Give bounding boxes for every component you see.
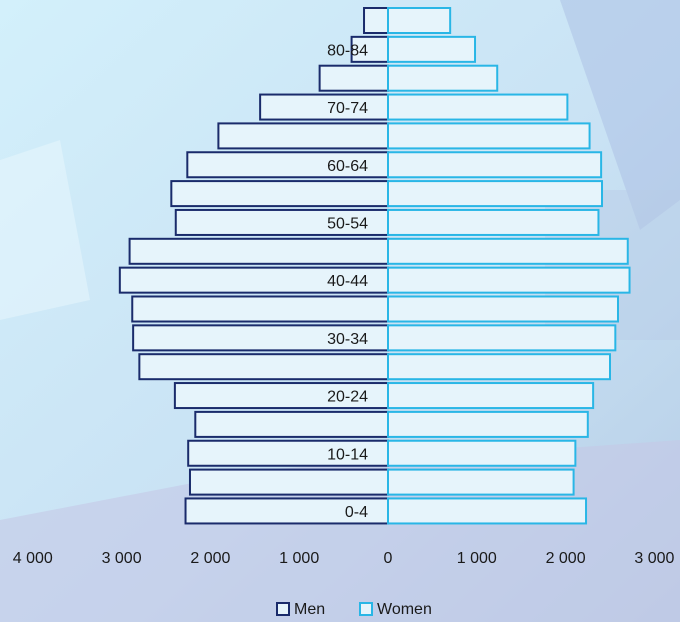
men-bar-65-69	[217, 122, 389, 150]
men-bar-45-49	[128, 237, 389, 265]
women-bar-30-34	[387, 324, 617, 352]
women-bar-40-44	[387, 266, 631, 294]
men-bar-75-79	[318, 64, 389, 92]
men-bar-10-14	[187, 439, 389, 467]
legend-label-women: Women	[377, 601, 432, 618]
women-bar-55-59	[387, 180, 604, 208]
women-bar-85+	[387, 7, 452, 34]
women-bar-80-84	[387, 35, 477, 63]
women-bars	[387, 7, 631, 525]
women-bar-20-24	[387, 382, 595, 410]
age-label-40-44: 40-44	[327, 273, 368, 290]
age-label-20-24: 20-24	[327, 389, 368, 406]
women-bar-45-49	[387, 237, 629, 265]
men-bar-35-39	[131, 295, 389, 323]
men-bar-80-84	[350, 35, 390, 63]
legend-label-men: Men	[294, 601, 325, 618]
men-bar-40-44	[118, 266, 389, 294]
legend: Men Women	[276, 601, 432, 618]
x-tick-label: 3 000	[634, 550, 674, 567]
men-bar-20-24	[173, 382, 389, 410]
legend-swatch-men	[276, 602, 290, 616]
age-label-80-84: 80-84	[327, 42, 368, 59]
x-tick-label: 1 000	[457, 550, 497, 567]
x-tick-label: 3 000	[102, 550, 142, 567]
women-bar-15-19	[387, 410, 589, 438]
x-tick-label: 2 000	[190, 550, 230, 567]
men-bar-0-4	[184, 497, 389, 525]
age-label-10-14: 10-14	[327, 446, 368, 463]
x-tick-label: 0	[384, 550, 393, 567]
women-bar-70-74	[387, 93, 569, 121]
women-bar-75-79	[387, 64, 499, 92]
x-tick-label: 4 000	[13, 550, 53, 567]
legend-swatch-women	[359, 602, 373, 616]
men-bar-25-29	[138, 353, 389, 381]
women-bar-65-69	[387, 122, 591, 150]
x-tick-label: 1 000	[279, 550, 319, 567]
age-label-60-64: 60-64	[327, 158, 368, 175]
age-label-50-54: 50-54	[327, 215, 368, 232]
women-bar-35-39	[387, 295, 619, 323]
men-bar-85+	[363, 7, 389, 34]
x-tick-label: 2 000	[546, 550, 586, 567]
age-labels: 0-4 10-14 20-24 30-34 40-44 50-54 60-64 70-74 80…	[327, 42, 368, 521]
men-bars	[118, 7, 390, 525]
age-label-70-74: 70-74	[327, 100, 368, 117]
women-bar-25-29	[387, 353, 611, 381]
age-label-0-4: 0-4	[345, 504, 368, 521]
women-bar-10-14	[387, 439, 577, 467]
men-bar-5-9	[188, 468, 389, 496]
men-bar-15-19	[194, 410, 389, 438]
women-bar-0-4	[387, 497, 588, 525]
age-label-30-34: 30-34	[327, 331, 368, 348]
x-axis-ticks: 4 000 3 000 2 000 1 000 0 1 000 2 000 3 000	[13, 550, 675, 567]
men-bar-55-59	[170, 180, 389, 208]
women-bar-60-64	[387, 151, 603, 179]
men-bar-70-74	[259, 93, 389, 121]
women-bar-5-9	[387, 468, 575, 496]
women-bar-50-54	[387, 208, 600, 236]
